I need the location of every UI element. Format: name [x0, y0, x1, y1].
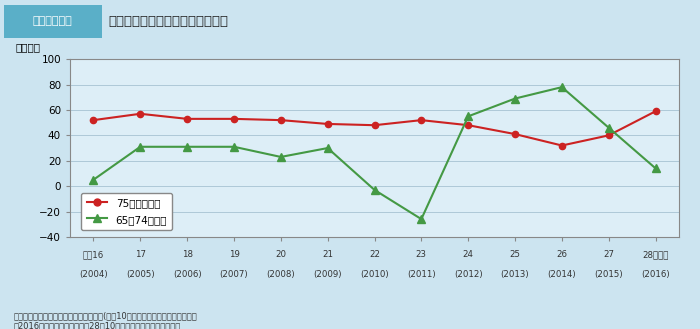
Text: 高齢者人口の対前年増加数の推移: 高齢者人口の対前年増加数の推移	[108, 15, 228, 28]
Text: 資料：総務省「国勢調査」「人口推計」(各年10月１日現在）より内閣府作成。: 資料：総務省「国勢調査」「人口推計」(各年10月１日現在）より内閣府作成。	[14, 311, 197, 320]
Text: 26: 26	[556, 250, 568, 259]
Text: 17: 17	[135, 250, 146, 259]
Text: (2009): (2009)	[314, 270, 342, 279]
Text: (2005): (2005)	[126, 270, 155, 279]
Text: 平成16: 平成16	[83, 250, 104, 259]
Text: (2012): (2012)	[454, 270, 482, 279]
Legend: 75歳以上人口, 65～74歳人口: 75歳以上人口, 65～74歳人口	[81, 192, 172, 230]
Text: (2013): (2013)	[500, 270, 529, 279]
Text: (2006): (2006)	[173, 270, 202, 279]
Text: 28（年）: 28（年）	[643, 250, 668, 259]
Text: 27: 27	[603, 250, 614, 259]
Text: 20: 20	[275, 250, 286, 259]
Text: 21: 21	[322, 250, 333, 259]
Text: (2015): (2015)	[594, 270, 623, 279]
Text: （万人）: （万人）	[15, 42, 40, 52]
Text: (2016): (2016)	[641, 270, 670, 279]
Text: 19: 19	[228, 250, 239, 259]
Text: 23: 23	[416, 250, 427, 259]
Text: (2004): (2004)	[79, 270, 108, 279]
Text: 22: 22	[369, 250, 380, 259]
Text: 18: 18	[181, 250, 193, 259]
Text: 2016年は「人口推計（平成28年10月１日確定値）」より作成。: 2016年は「人口推計（平成28年10月１日確定値）」より作成。	[14, 322, 181, 329]
Text: (2014): (2014)	[547, 270, 576, 279]
Text: (2010): (2010)	[360, 270, 388, 279]
Text: 図１－１－２: 図１－１－２	[33, 16, 72, 26]
Text: 25: 25	[510, 250, 521, 259]
Text: (2007): (2007)	[220, 270, 248, 279]
Text: 24: 24	[463, 250, 474, 259]
Text: (2008): (2008)	[267, 270, 295, 279]
Text: (2011): (2011)	[407, 270, 435, 279]
